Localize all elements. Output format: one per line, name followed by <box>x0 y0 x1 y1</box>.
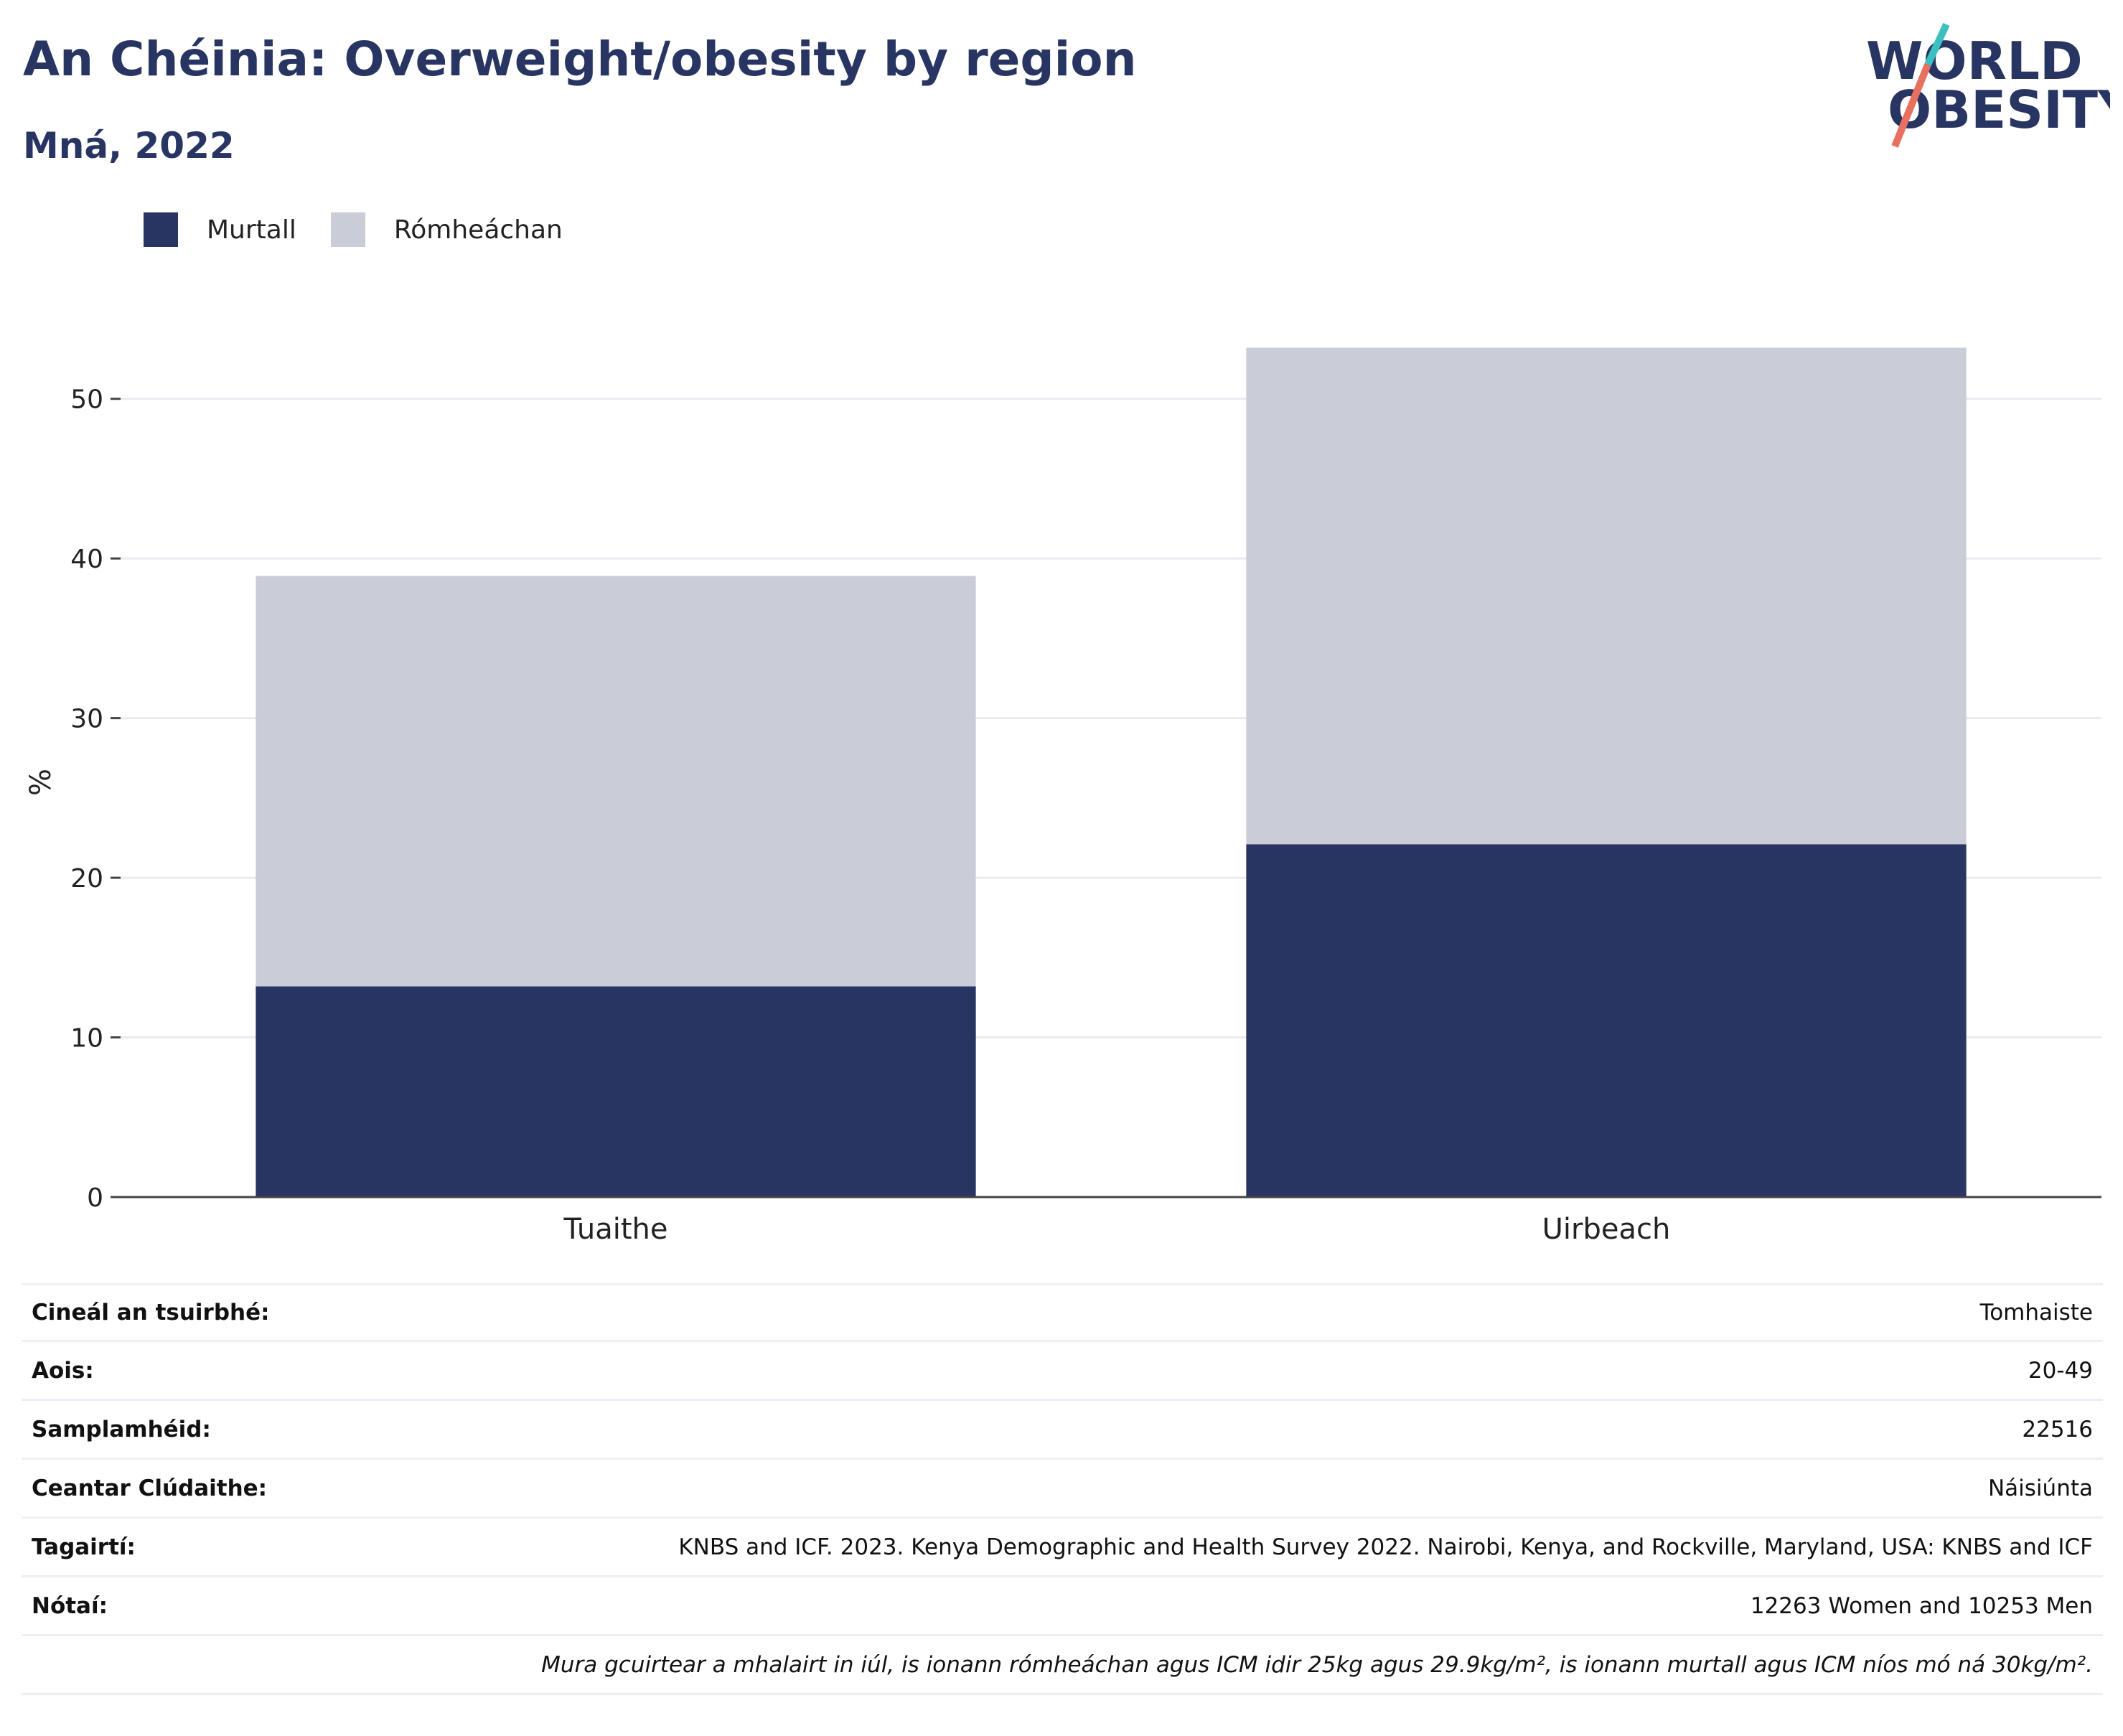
info-row: Nótaí: 12263 Women and 10253 Men <box>22 1577 2103 1636</box>
bar-obese <box>256 986 976 1197</box>
legend-swatch-overweight <box>330 212 365 247</box>
x-tick-label: Tuaithe <box>563 1213 668 1246</box>
info-value: 22516 <box>2022 1416 2093 1442</box>
info-value: 12263 Women and 10253 Men <box>1750 1592 2093 1619</box>
y-tick-label: 0 <box>87 1183 103 1213</box>
svg-text:OBESITY: OBESITY <box>1888 80 2110 140</box>
info-row: Aois: 20-49 <box>22 1342 2103 1401</box>
legend-item-overweight: Rómheáchan <box>330 212 563 247</box>
bar-obese <box>1246 844 1967 1197</box>
y-tick-label: 40 <box>70 545 103 574</box>
svg-text:WORLD: WORLD <box>1866 31 2083 91</box>
info-label: Samplamhéid: <box>32 1416 211 1442</box>
info-label: Cineál an tsuirbhé: <box>32 1300 270 1326</box>
y-tick-label: 50 <box>70 385 103 415</box>
info-row: Cineál an tsuirbhé: Tomhaiste <box>22 1283 2103 1342</box>
info-row: Ceantar Clúdaithe: Náisiúnta <box>22 1460 2103 1519</box>
stacked-bar-chart: 0 10 20 30 40 50% Tuaithe Uirbeach <box>24 347 2101 1246</box>
info-label: Ceantar Clúdaithe: <box>32 1475 268 1501</box>
info-row: Tagairtí: KNBS and ICF. 2023. Kenya Demo… <box>22 1519 2103 1577</box>
y-tick-label: 30 <box>70 705 103 734</box>
legend-swatch-obese <box>144 212 178 247</box>
info-row: Samplamhéid: 22516 <box>22 1401 2103 1460</box>
y-tick-label: 10 <box>70 1024 103 1054</box>
footnote-text: Mura gcuirtear a mhalairt in iúl, is ion… <box>541 1651 2093 1678</box>
x-tick-label: Uirbeach <box>1542 1213 1671 1246</box>
legend-label-obese: Murtall <box>207 215 296 245</box>
chart-legend: Murtall Rómheáchan <box>144 212 597 247</box>
y-tick-label: 20 <box>70 864 103 893</box>
legend-label-overweight: Rómheáchan <box>393 215 563 245</box>
chart-title: An Chéinia: Overweight/obesity by region <box>23 32 1137 87</box>
legend-item-obese: Murtall <box>144 212 296 247</box>
chart-subtitle: Mná, 2022 <box>23 125 235 166</box>
info-value: Tomhaiste <box>1979 1300 2093 1326</box>
survey-info-table: Cineál an tsuirbhé: Tomhaiste Aois: 20-4… <box>22 1283 2103 1695</box>
info-label: Nótaí: <box>32 1592 108 1619</box>
info-label: Aois: <box>32 1357 94 1384</box>
world-obesity-logo: WORLD OBESITY <box>1866 22 2110 148</box>
info-footnote: Mura gcuirtear a mhalairt in iúl, is ion… <box>22 1636 2103 1695</box>
info-label: Tagairtí: <box>32 1534 136 1560</box>
info-value: Náisiúnta <box>1987 1475 2093 1501</box>
bar-overweight <box>256 576 976 987</box>
info-value: KNBS and ICF. 2023. Kenya Demographic an… <box>678 1534 2093 1560</box>
bar-overweight <box>1246 347 1967 845</box>
y-axis-label: % <box>24 769 57 796</box>
info-value: 20-49 <box>2028 1357 2093 1384</box>
